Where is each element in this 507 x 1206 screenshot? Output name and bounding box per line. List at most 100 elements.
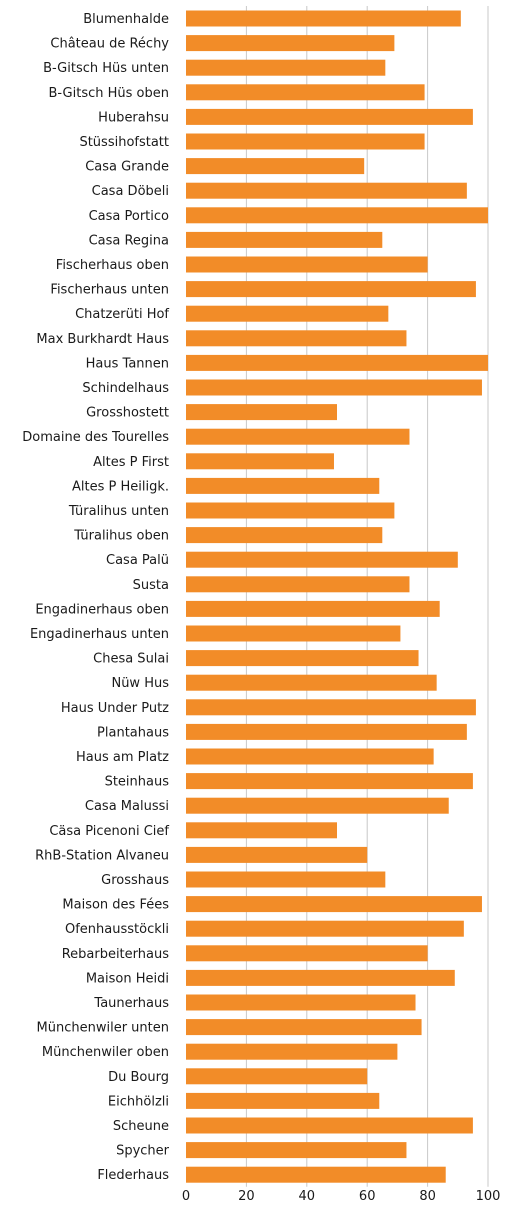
bar (186, 1142, 407, 1159)
category-label: Türalihus unten (68, 504, 169, 519)
category-label: Huberahsu (98, 110, 169, 125)
bar (186, 108, 473, 125)
bar (186, 871, 386, 888)
category-label: Engadinerhaus unten (30, 627, 169, 642)
bar (186, 969, 455, 986)
category-label: Rebarbeiterhaus (62, 947, 170, 962)
bar (186, 896, 482, 913)
bar (186, 502, 395, 519)
category-label: Fischerhaus oben (56, 258, 169, 273)
bar (186, 1092, 380, 1109)
bar (186, 674, 437, 691)
category-label: Blumenhalde (83, 12, 169, 27)
bar (186, 920, 464, 937)
category-label: Du Bourg (108, 1070, 169, 1085)
category-label: Ofenhausstöckli (65, 922, 169, 937)
category-label: Casa Portico (89, 209, 169, 224)
category-label: Casa Palü (106, 553, 169, 568)
gridlines (245, 6, 489, 1187)
category-label: Grosshostett (86, 406, 169, 421)
bar (186, 1068, 368, 1085)
category-label: Türalihus oben (73, 529, 169, 544)
bar (186, 600, 440, 617)
bar (186, 699, 476, 716)
category-label: Nüw Hus (111, 676, 169, 691)
bar (186, 551, 458, 568)
category-label: Casa Grande (85, 160, 169, 175)
category-label: Plantahaus (97, 725, 169, 740)
bar (186, 723, 467, 740)
category-label: Chatzerüti Hof (75, 307, 169, 322)
x-tick-label: 60 (359, 1189, 376, 1204)
bar (186, 453, 334, 470)
category-label: Schindelhaus (82, 381, 169, 396)
category-label: Maison des Fées (62, 898, 169, 913)
category-label: Chesa Sulai (93, 652, 169, 667)
category-label: Münchenwiler unten (37, 1021, 169, 1036)
bar (186, 354, 488, 371)
bar (186, 945, 428, 962)
category-label: Flederhaus (97, 1168, 169, 1183)
bar (186, 231, 383, 248)
x-axis-ticks: 0 20 40 60 80 100 (182, 1189, 501, 1204)
category-label: B-Gitsch Hüs oben (48, 86, 169, 101)
category-label: Taunerhaus (93, 996, 169, 1011)
category-label: Stüssihofstatt (79, 135, 169, 150)
bar (186, 576, 410, 593)
category-label: Domaine des Tourelles (22, 430, 169, 445)
bar (186, 428, 410, 445)
bar (186, 256, 428, 273)
category-label: Haus am Platz (76, 750, 169, 765)
category-label: B-Gitsch Hüs unten (43, 61, 169, 76)
bar (186, 748, 434, 765)
bar (186, 527, 383, 544)
bar (186, 1117, 473, 1134)
category-label: Engadinerhaus oben (35, 602, 169, 617)
category-label: Grosshaus (101, 873, 169, 888)
bar (186, 650, 419, 667)
bar (186, 773, 473, 790)
category-label: Spycher (116, 1144, 170, 1159)
bars (186, 10, 488, 1183)
bar (186, 404, 337, 421)
category-label: Casa Döbeli (92, 184, 169, 199)
x-tick-label: 40 (299, 1189, 316, 1204)
category-label: Max Burkhardt Haus (36, 332, 169, 347)
bar (186, 281, 476, 298)
category-label: Casa Malussi (85, 799, 169, 814)
bar (186, 35, 395, 52)
bar (186, 994, 416, 1011)
bar (186, 1043, 398, 1060)
x-tick-label: 80 (419, 1189, 436, 1204)
x-tick-label: 0 (182, 1189, 190, 1204)
category-label: Altes P First (93, 455, 169, 470)
bar (186, 477, 380, 494)
category-label: RhB-Station Alvaneu (35, 848, 169, 863)
bar (186, 10, 461, 27)
bar (186, 1166, 446, 1183)
bar (186, 379, 482, 396)
bar (186, 84, 425, 101)
bar (186, 182, 467, 199)
bar (186, 1019, 422, 1036)
category-label: Haus Under Putz (61, 701, 169, 716)
category-label: Cäsa Picenoni Cief (49, 824, 169, 839)
category-label: Scheune (113, 1119, 169, 1134)
category-label: Steinhaus (105, 775, 170, 790)
category-labels: Blumenhalde Château de Réchy B-Gitsch Hüs … (22, 12, 169, 1183)
x-tick-label: 20 (238, 1189, 255, 1204)
bar (186, 822, 337, 839)
bar (186, 846, 368, 863)
category-label: Susta (133, 578, 169, 593)
category-label: Château de Réchy (50, 37, 169, 52)
category-label: Münchenwiler oben (42, 1045, 169, 1060)
category-label: Maison Heidi (86, 971, 169, 986)
category-label: Altes P Heiligk. (72, 479, 169, 494)
category-label: Fischerhaus unten (50, 283, 169, 298)
bar (186, 133, 425, 150)
bar (186, 797, 449, 814)
bar (186, 330, 407, 347)
x-tick-label: 100 (476, 1189, 501, 1204)
category-label: Haus Tannen (86, 356, 169, 371)
